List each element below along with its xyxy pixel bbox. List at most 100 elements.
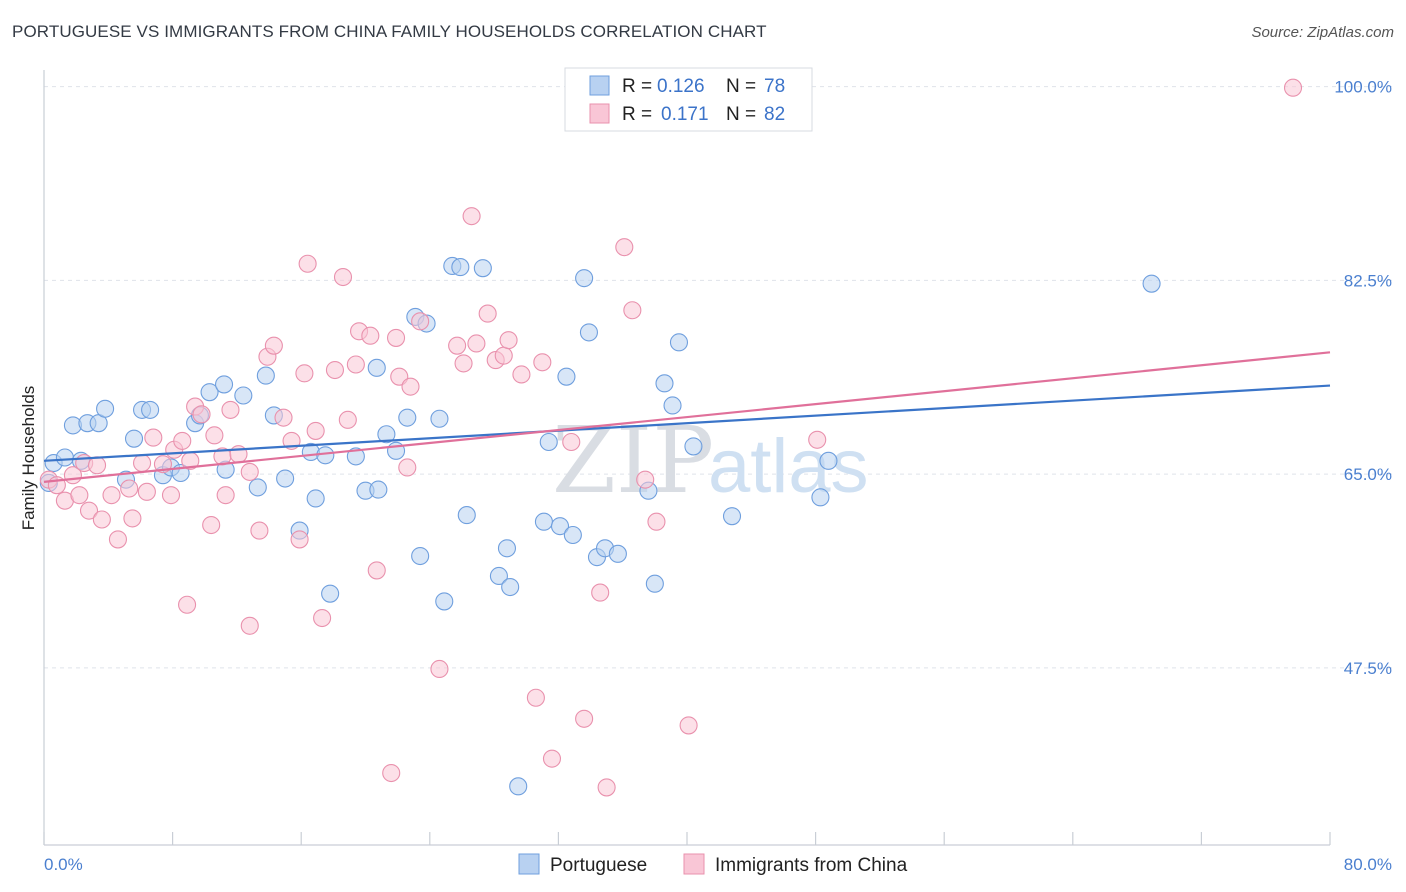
- point-portuguese: [430, 409, 449, 428]
- point-china: [79, 501, 99, 520]
- bottom-legend-swatch-china: [683, 853, 705, 875]
- legend-n-value-portuguese: 78: [764, 76, 785, 97]
- x-tick-label-max: 80.0%: [1344, 855, 1392, 874]
- point-portuguese: [575, 269, 594, 288]
- x-tick-label-min: 0.0%: [44, 855, 83, 874]
- point-china: [290, 530, 309, 549]
- y-tick-label: 65.0%: [1344, 465, 1392, 484]
- point-china: [398, 458, 417, 477]
- watermark-zip: ZIP: [552, 407, 714, 514]
- legend-swatch-china: [589, 103, 610, 124]
- bottom-legend-label-china: Immigrants from China: [715, 855, 908, 876]
- point-portuguese: [214, 375, 234, 394]
- watermark-atlas: atlas: [708, 424, 869, 509]
- point-china: [70, 486, 89, 505]
- point-china: [144, 428, 163, 447]
- point-china: [542, 749, 562, 768]
- point-portuguese: [96, 399, 115, 418]
- chart-title: PORTUGUESE VS IMMIGRANTS FROM CHINA FAMI…: [12, 22, 767, 41]
- point-portuguese: [316, 446, 335, 465]
- point-china: [92, 510, 111, 529]
- point-portuguese: [1142, 274, 1161, 293]
- point-china: [216, 486, 235, 505]
- point-china: [137, 482, 156, 501]
- legend-r-label-portuguese: R =: [622, 76, 652, 97]
- point-portuguese: [306, 489, 325, 508]
- point-china: [430, 659, 449, 679]
- point-china: [448, 336, 467, 355]
- y-tick-labels: 47.5% 65.0% 82.5% 100.0%: [1334, 78, 1392, 678]
- point-china: [386, 328, 406, 347]
- point-china: [623, 301, 642, 320]
- point-portuguese: [534, 512, 553, 531]
- point-portuguese: [663, 396, 682, 415]
- chart-source: Source: ZipAtlas.com: [1251, 24, 1394, 41]
- legend-top: R = 0.126 N = 78 R = 0.171 N = 82: [564, 67, 813, 132]
- bottom-legend-label-portuguese: Portuguese: [550, 855, 647, 876]
- point-china: [240, 462, 259, 481]
- point-portuguese: [234, 386, 253, 405]
- trend-line-china: [43, 351, 1331, 483]
- point-portuguese: [473, 259, 492, 278]
- point-china: [295, 364, 314, 383]
- point-portuguese: [411, 546, 430, 566]
- point-portuguese: [509, 777, 528, 796]
- point-china: [325, 360, 345, 380]
- legend-r-label-china: R =: [622, 104, 652, 125]
- point-portuguese: [497, 539, 517, 558]
- point-portuguese: [256, 366, 275, 385]
- point-china: [250, 521, 269, 540]
- point-portuguese: [550, 517, 570, 536]
- point-china: [562, 432, 581, 452]
- point-portuguese: [669, 333, 689, 352]
- point-china: [133, 453, 152, 473]
- point-portuguese: [501, 577, 520, 597]
- point-china: [338, 410, 357, 429]
- point-portuguese: [655, 374, 674, 393]
- point-portuguese: [684, 437, 703, 456]
- y-tick-label: 47.5%: [1344, 659, 1392, 678]
- legend-n-value-china: 82: [764, 104, 785, 125]
- bottom-legend-swatch-portuguese: [518, 853, 540, 875]
- point-china: [313, 608, 332, 628]
- point-china: [120, 479, 139, 498]
- point-portuguese: [579, 323, 598, 342]
- point-portuguese: [398, 408, 417, 427]
- point-portuguese: [367, 358, 386, 377]
- point-portuguese: [457, 506, 476, 525]
- point-china: [298, 254, 317, 273]
- legend-n-label-portuguese: N =: [726, 76, 756, 97]
- point-china: [102, 486, 121, 505]
- point-china: [367, 561, 386, 580]
- point-china: [221, 400, 240, 419]
- point-portuguese: [608, 544, 627, 563]
- point-portuguese: [377, 425, 396, 444]
- point-china: [264, 336, 283, 355]
- trend-lines: [43, 351, 1331, 483]
- legend-swatch-portuguese: [589, 75, 610, 96]
- point-china: [306, 421, 325, 440]
- y-axis-label: Family Households: [19, 386, 38, 531]
- point-china: [679, 716, 698, 735]
- point-china: [108, 530, 127, 549]
- point-portuguese: [811, 488, 830, 507]
- point-china: [462, 207, 481, 226]
- point-china: [467, 334, 486, 353]
- point-china: [478, 304, 497, 323]
- point-portuguese: [55, 448, 74, 467]
- point-portuguese: [321, 584, 340, 603]
- point-china: [333, 267, 353, 287]
- point-portuguese: [819, 451, 838, 470]
- point-china: [647, 512, 666, 531]
- point-portuguese: [124, 429, 144, 448]
- point-china: [401, 377, 420, 396]
- point-portuguese: [141, 400, 160, 419]
- point-portuguese: [645, 574, 664, 593]
- point-china: [615, 238, 634, 257]
- point-china: [178, 595, 197, 614]
- point-china: [411, 312, 430, 331]
- legend-r-value-china: 0.171: [661, 104, 709, 125]
- point-portuguese: [369, 480, 388, 499]
- trend-line-portuguese: [43, 384, 1331, 462]
- point-portuguese: [557, 367, 576, 386]
